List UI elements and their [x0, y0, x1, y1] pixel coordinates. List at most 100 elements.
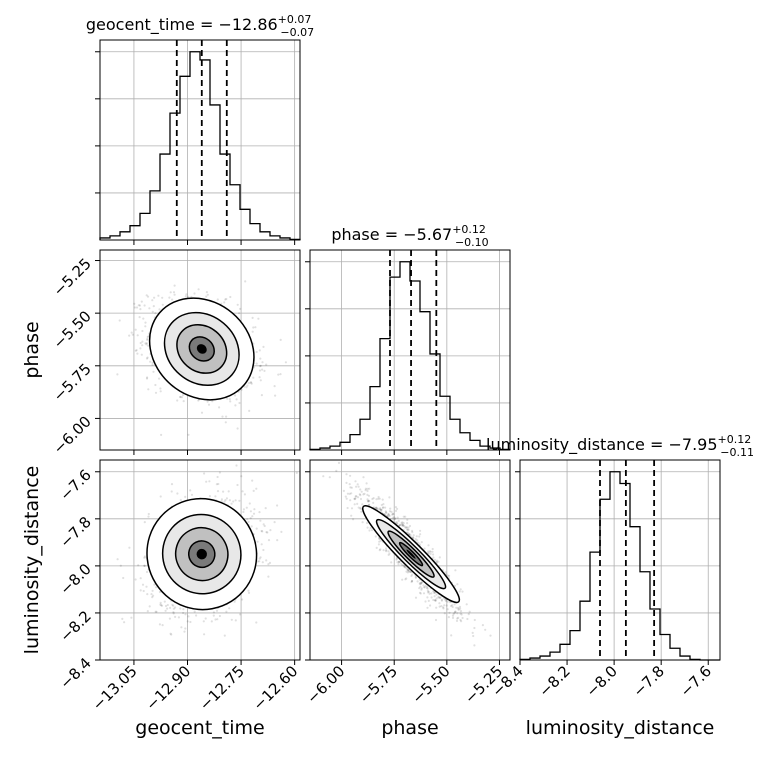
sample-point: [388, 552, 391, 555]
sample-point: [465, 603, 468, 606]
sample-point: [218, 406, 221, 409]
sample-point: [456, 617, 459, 620]
sample-point: [403, 565, 406, 568]
sample-point: [145, 342, 148, 345]
sample-point: [142, 589, 145, 593]
sample-point: [230, 618, 233, 621]
sample-point: [461, 590, 464, 593]
sample-point: [417, 541, 420, 544]
title-median: geocent_time = −12.86: [86, 15, 278, 35]
sample-point: [406, 522, 409, 525]
sample-point: [466, 617, 469, 621]
sample-point: [419, 582, 422, 586]
sample-point: [379, 539, 382, 542]
x-tick-label: −13.05: [89, 662, 141, 714]
sample-point: [397, 519, 400, 523]
sample-point: [444, 599, 447, 603]
sample-point: [446, 574, 450, 577]
sample-point: [212, 614, 215, 617]
sample-point: [458, 605, 462, 609]
sample-point: [423, 586, 426, 589]
sample-point: [407, 569, 410, 572]
sample-point: [438, 602, 441, 605]
sample-point: [419, 592, 422, 595]
sample-point: [385, 511, 388, 514]
sample-point: [439, 596, 442, 599]
sample-point: [431, 547, 434, 551]
sample-point: [405, 526, 409, 529]
sample-point: [420, 581, 423, 584]
sample-point: [215, 483, 218, 486]
sample-point: [122, 576, 125, 580]
sample-point: [451, 616, 455, 620]
sample-point: [146, 593, 149, 596]
title-lower-error: −0.07: [280, 26, 314, 39]
sample-point: [206, 400, 209, 403]
sample-point: [459, 588, 462, 591]
sample-point: [407, 526, 410, 529]
sample-point: [185, 293, 188, 296]
sample-point: [145, 343, 148, 346]
sample-point: [202, 620, 205, 623]
sample-point: [408, 532, 411, 536]
sample-point: [447, 616, 450, 619]
sample-point: [410, 580, 413, 584]
sample-point: [393, 516, 396, 519]
sample-point: [451, 605, 454, 609]
sample-point: [385, 549, 388, 552]
sample-point: [401, 524, 404, 528]
sample-point: [236, 427, 239, 430]
panel-frame-luminosity_distance: [519, 459, 721, 661]
sample-point: [235, 398, 238, 401]
sample-point: [414, 538, 417, 541]
sample-point: [135, 349, 138, 352]
sample-point: [170, 483, 174, 486]
sample-point: [139, 341, 142, 345]
sample-point: [143, 555, 146, 558]
sample-point: [367, 499, 370, 502]
panel-frame-phase: [309, 249, 511, 451]
contour-line: [387, 530, 435, 578]
sample-point: [160, 433, 163, 436]
sample-point: [265, 559, 268, 562]
sample-point: [349, 474, 352, 477]
sample-point: [359, 497, 363, 501]
sample-point: [387, 514, 390, 517]
sample-point: [180, 626, 183, 629]
sample-point: [139, 577, 142, 580]
sample-point: [390, 561, 393, 564]
sample-point: [159, 601, 162, 605]
sample-point: [123, 621, 126, 624]
sample-point: [365, 521, 369, 525]
sample-point: [396, 522, 399, 525]
sample-point: [426, 596, 429, 599]
sample-point: [195, 614, 198, 617]
sample-point: [145, 585, 148, 588]
sample-point: [455, 619, 459, 623]
y-tick-label: −8.4: [56, 654, 94, 692]
sample-point: [133, 302, 136, 305]
sample-point: [426, 591, 430, 594]
sample-point: [247, 520, 250, 524]
sample-point: [135, 306, 139, 309]
sample-point: [394, 517, 397, 520]
sample-point: [242, 508, 245, 511]
sample-point: [208, 480, 211, 483]
sample-point: [166, 603, 169, 607]
sample-point: [137, 304, 140, 307]
sample-point: [375, 498, 378, 501]
sample-point: [130, 616, 133, 619]
sample-point: [155, 610, 158, 613]
sample-point: [398, 560, 401, 564]
contour-layer: [146, 297, 461, 611]
sample-point: [416, 580, 419, 583]
sample-point: [225, 497, 228, 500]
sample-point: [353, 498, 356, 501]
sample-point: [139, 347, 142, 350]
sample-point: [420, 581, 423, 585]
sample-point: [145, 570, 149, 574]
sample-point: [440, 599, 443, 602]
sample-point: [255, 527, 258, 530]
sample-point: [426, 589, 429, 592]
sample-point: [414, 576, 417, 579]
